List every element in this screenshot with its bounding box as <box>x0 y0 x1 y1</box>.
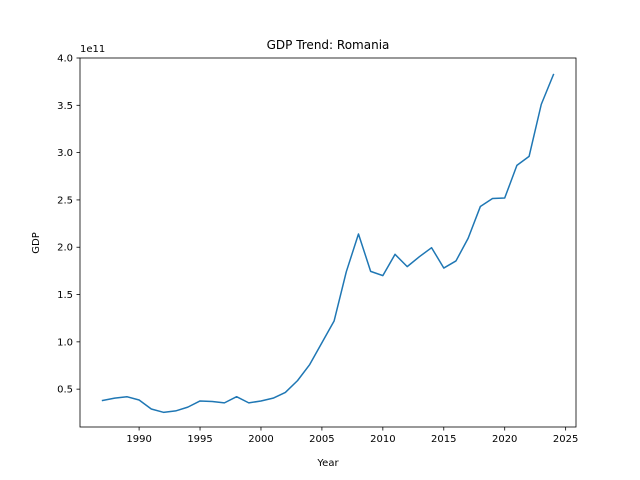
x-tick-label: 1990 <box>126 434 151 445</box>
y-tick-label: 3.5 <box>57 101 73 112</box>
chart-title: GDP Trend: Romania <box>267 38 390 52</box>
plot-area: 1990 1995 2000 2005 2010 2015 2020 2025 0.5 1.0 1.… <box>57 54 578 446</box>
y-tick-label: 2.5 <box>57 195 73 206</box>
x-tick-label: 1995 <box>187 434 212 445</box>
series-line-0 <box>101 73 555 414</box>
y-tick-label: 3.0 <box>57 148 73 159</box>
y-axis-label: GDP <box>31 232 42 253</box>
y-tick-label: 4.0 <box>57 54 73 65</box>
y-offset-label: 1e11 <box>80 44 105 55</box>
y-tick-label: 0.5 <box>57 385 73 396</box>
x-tick-label: 2005 <box>309 434 334 445</box>
x-tick-label: 2010 <box>370 434 395 445</box>
y-tick-label: 2.0 <box>57 243 73 254</box>
y-tick-label: 1.5 <box>57 290 73 301</box>
axes-frame <box>79 57 577 428</box>
x-axis-label: Year <box>316 458 339 469</box>
x-tick-label: 2015 <box>431 434 456 445</box>
y-tick-label: 1.0 <box>57 337 73 348</box>
x-tick-label: 2020 <box>492 434 517 445</box>
x-tick-label: 2000 <box>248 434 273 445</box>
x-tick-label: 2025 <box>553 434 578 445</box>
